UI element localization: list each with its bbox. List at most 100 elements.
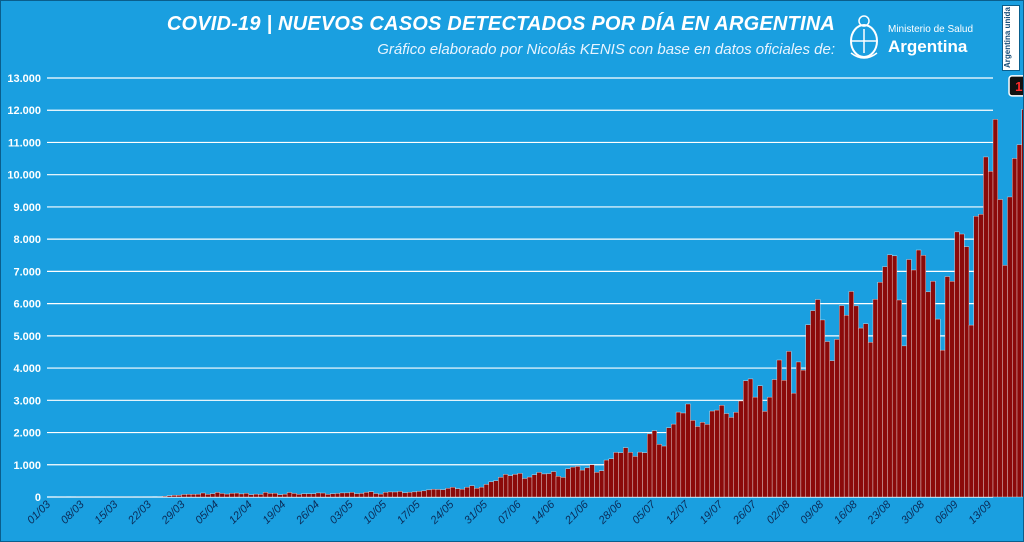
bar (896, 299, 902, 498)
bar (719, 405, 725, 498)
bar (488, 481, 494, 498)
bar (190, 494, 197, 498)
bar (767, 396, 773, 498)
bar (373, 493, 379, 498)
bar (522, 478, 528, 498)
bar (430, 489, 437, 498)
bar (368, 491, 374, 498)
bar (531, 474, 537, 498)
bar (421, 490, 427, 498)
bar (402, 492, 408, 498)
x-tick-label: 28/06 (596, 498, 625, 527)
bar (210, 493, 216, 498)
bar (709, 410, 715, 498)
bar (661, 445, 667, 498)
bar (877, 282, 883, 498)
bar (949, 281, 955, 498)
bar (584, 467, 590, 498)
y-tick-label: 4.000 (13, 363, 41, 375)
bar (925, 291, 931, 498)
bar (527, 476, 533, 498)
argentina-coat-of-arms-icon (850, 15, 878, 59)
bar (181, 494, 187, 498)
bar (680, 412, 686, 498)
bar (272, 492, 278, 498)
bar (378, 493, 384, 498)
bar (570, 466, 576, 498)
y-tick-label: 2.000 (13, 428, 41, 440)
x-tick-label: 17/05 (395, 498, 424, 527)
bar (224, 493, 230, 498)
bar (747, 378, 754, 498)
bar (315, 492, 321, 498)
bar (397, 491, 403, 498)
bar (195, 493, 201, 498)
bar (959, 233, 965, 498)
y-tick-label: 5.000 (13, 331, 41, 343)
bar (935, 318, 941, 498)
bar (243, 493, 249, 498)
bar (872, 299, 878, 498)
bar (637, 451, 643, 498)
y-tick-label: 10.000 (7, 170, 41, 182)
bar (248, 494, 254, 498)
bar (704, 424, 710, 498)
bar (214, 492, 221, 498)
y-tick-label: 13.000 (7, 73, 41, 85)
bar (901, 345, 907, 498)
bar (325, 494, 331, 498)
bar (483, 484, 489, 498)
chart-title: COVID-19 | NUEVOS CASOS DETECTADOS POR D… (166, 13, 835, 35)
bar (911, 269, 917, 498)
peak-annotation: 12.259 (1008, 75, 1023, 97)
bar (330, 493, 336, 498)
y-tick-label: 6.000 (13, 299, 41, 311)
bar (618, 452, 624, 498)
bar (906, 259, 912, 498)
bars (56, 109, 1023, 498)
bar (944, 276, 950, 498)
x-tick-label: 12/07 (664, 498, 693, 527)
x-tick-label: 02/08 (765, 498, 794, 527)
bar (186, 494, 192, 498)
bar (810, 310, 816, 498)
y-axis-labels: 0 1.000 2.000 3.000 4.000 5.000 6.000 7.000 8.00… (7, 73, 41, 504)
bar (800, 369, 806, 498)
bar (560, 477, 566, 498)
bar (234, 492, 240, 498)
bar (776, 359, 782, 498)
x-tick-label: 12/04 (227, 499, 255, 527)
y-tick-label: 12.000 (7, 105, 41, 117)
bar (392, 491, 398, 498)
logo-country-text: Argentina (888, 37, 968, 56)
bar (834, 339, 840, 498)
x-tick-label: 30/08 (899, 498, 928, 527)
bar (162, 496, 168, 498)
bar (267, 493, 273, 498)
bar (983, 156, 989, 498)
bar (301, 493, 307, 498)
bar (685, 403, 691, 498)
bar (608, 458, 614, 498)
bar (349, 492, 355, 498)
bar (786, 351, 792, 498)
bar (426, 489, 432, 498)
bar (647, 433, 653, 498)
bar (479, 486, 485, 498)
bar (541, 473, 547, 498)
bar (493, 480, 499, 498)
x-tick-label: 03/05 (328, 498, 357, 527)
bar (575, 466, 581, 498)
y-tick-label: 3.000 (13, 395, 41, 407)
bar (498, 477, 504, 498)
bar (867, 342, 874, 498)
bar (743, 380, 749, 498)
bar (623, 447, 629, 498)
bar (882, 266, 888, 498)
logo-ministry-text: Ministerio de Salud (888, 24, 974, 35)
bar (344, 492, 350, 498)
bar (699, 422, 706, 498)
bar (915, 249, 922, 498)
bar (599, 470, 605, 498)
